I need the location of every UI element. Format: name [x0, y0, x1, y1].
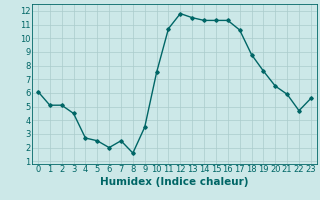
- X-axis label: Humidex (Indice chaleur): Humidex (Indice chaleur): [100, 177, 249, 187]
